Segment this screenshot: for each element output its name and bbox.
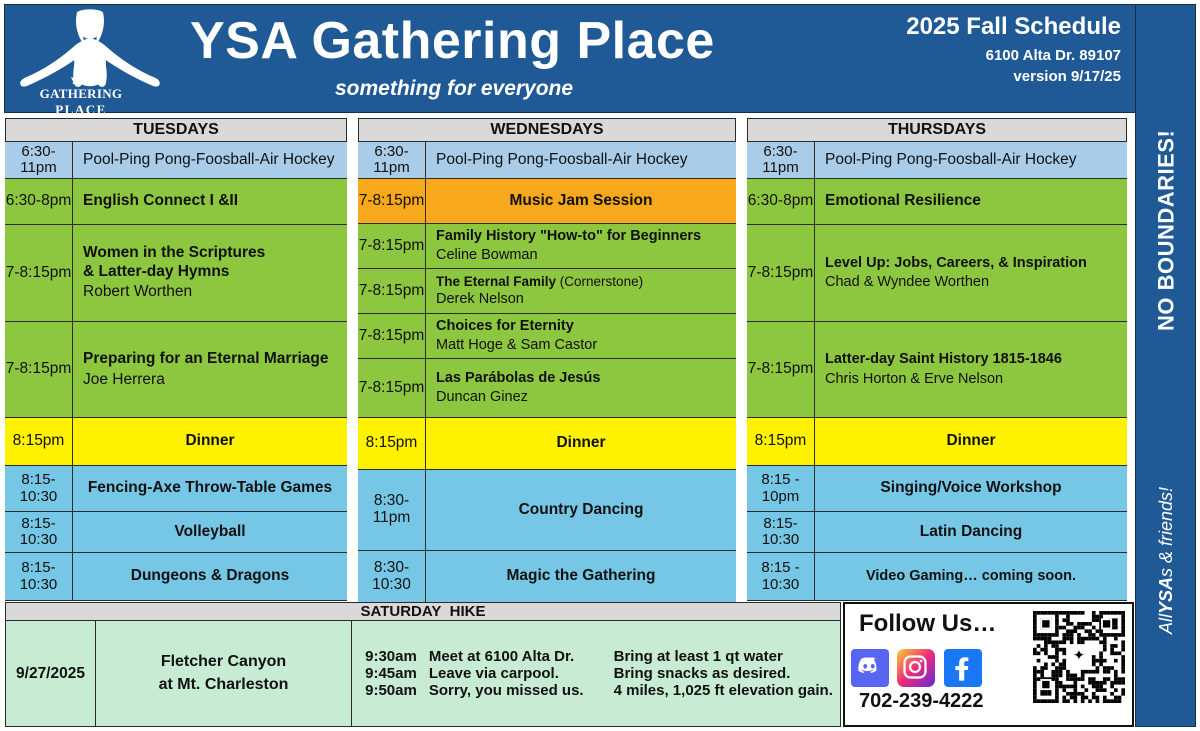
svg-text:✦: ✦ (1073, 648, 1085, 664)
